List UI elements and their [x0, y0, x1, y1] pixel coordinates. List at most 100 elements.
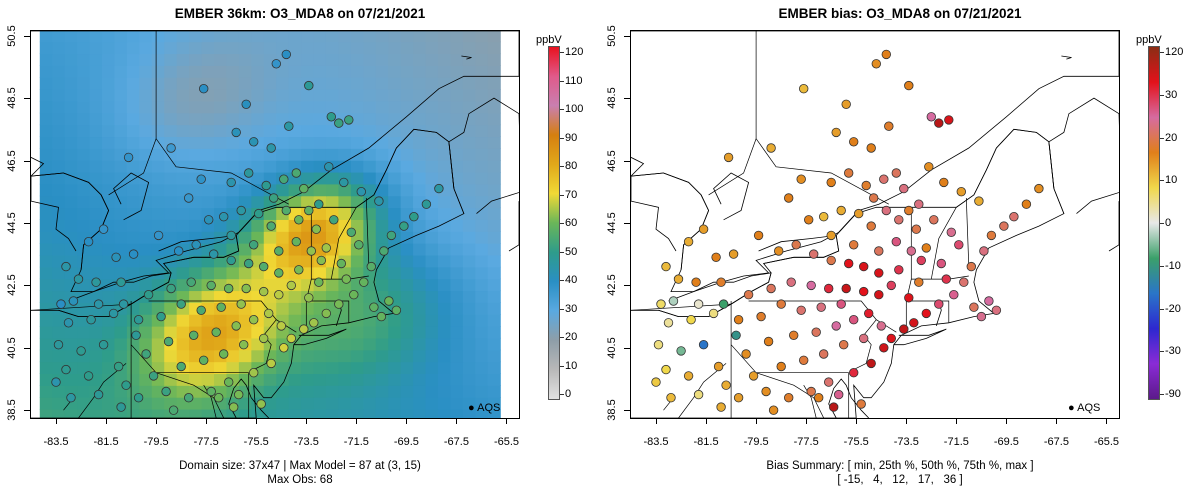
x-tick-label: -71.5 [343, 436, 369, 448]
aqs-station-marker [894, 265, 904, 275]
aqs-station-marker [916, 255, 927, 266]
x-tick-mark [206, 419, 208, 424]
aqs-station-marker [384, 296, 394, 306]
y-tick-mark [624, 285, 630, 287]
y-tick-label: 38.5 [606, 399, 618, 421]
state-boundary [853, 319, 877, 370]
model-map-legend: ● AQS [468, 402, 500, 414]
colorbar-tick-label: 40 [565, 274, 578, 286]
aqs-station-marker [284, 121, 294, 131]
aqs-station-marker [831, 321, 841, 331]
aqs-dot-icon: ● [1068, 402, 1075, 414]
state-boundary [356, 128, 465, 214]
aqs-station-marker [818, 349, 829, 359]
aqs-station-marker [686, 315, 696, 325]
aqs-station-marker [173, 246, 184, 256]
aqs-station-marker [369, 302, 379, 312]
aqs-station-marker [391, 305, 402, 316]
aqs-station-marker [841, 283, 851, 294]
aqs-station-marker [858, 261, 869, 272]
aqs-station-marker [866, 358, 876, 369]
state-boundary [965, 197, 970, 267]
state-boundary [678, 363, 727, 418]
state-boundary [108, 138, 157, 196]
aqs-station-marker [98, 224, 109, 234]
state-boundary [63, 400, 72, 411]
lake-outline [58, 272, 172, 317]
state-boundary [803, 385, 817, 418]
colorbar-tick-mark [1160, 52, 1164, 53]
colorbar-tick-mark [560, 251, 564, 253]
aqs-station-marker [733, 393, 744, 403]
aqs-station-marker [281, 205, 292, 216]
state-boundary [663, 400, 672, 411]
aqs-station-marker [176, 361, 186, 372]
state-boundary [906, 300, 950, 323]
aqs-station-marker [766, 283, 776, 294]
aqs-station-marker [1034, 183, 1044, 194]
lake-outline [631, 157, 645, 177]
aqs-station-marker [806, 386, 816, 397]
aqs-station-marker [946, 227, 957, 238]
colorbar-tick-mark [560, 280, 564, 281]
aqs-station-marker [959, 277, 969, 287]
aqs-station-marker [773, 246, 784, 256]
aqs-station-marker [836, 205, 846, 216]
colorbar-tick-mark [560, 337, 564, 338]
aqs-station-marker [243, 168, 254, 178]
colorbar-tick-mark [1160, 394, 1164, 395]
aqs-station-marker [336, 258, 347, 269]
bias-map-frame [630, 30, 1120, 419]
aqs-station-marker [753, 230, 764, 241]
colorbar-tick-mark [1160, 308, 1164, 310]
aqs-station-marker [294, 265, 304, 275]
y-tick-mark [624, 35, 630, 37]
aqs-station-marker [271, 59, 282, 69]
aqs-station-marker [91, 277, 101, 287]
aqs-station-marker [984, 296, 994, 306]
aqs-station-marker [253, 208, 264, 219]
x-tick-label: -81.5 [93, 436, 119, 448]
aqs-station-marker [991, 305, 1002, 316]
aqs-station-marker [118, 299, 129, 309]
aqs-station-marker [974, 196, 984, 206]
aqs-station-marker [248, 315, 259, 325]
model-map-frame [30, 30, 520, 419]
y-tick-label: 40.5 [6, 337, 18, 359]
y-tick-label: 42.5 [606, 274, 618, 297]
colorbar-tick-mark [560, 394, 564, 395]
colorbar-tick-label: 50 [565, 245, 578, 258]
bias-colorbar-title: ppbV [1136, 34, 1162, 46]
aqs-station-marker [843, 258, 854, 269]
colorbar-tick-label: 120 [1165, 46, 1184, 58]
coastline [461, 55, 472, 60]
lake-outline [658, 272, 772, 317]
aqs-station-marker [183, 393, 194, 403]
aqs-station-marker [183, 193, 194, 203]
aqs-station-marker [354, 240, 364, 250]
aqs-station-marker [874, 246, 884, 256]
aqs-station-marker [133, 393, 144, 403]
aqs-station-marker [944, 115, 954, 125]
x-tick-mark [1006, 419, 1008, 424]
aqs-station-marker [196, 174, 206, 184]
aqs-station-marker [218, 211, 229, 222]
lake-outline [158, 234, 240, 264]
aqs-station-marker [314, 277, 324, 287]
coastline [893, 328, 947, 346]
x-tick-label: -69.5 [393, 436, 419, 448]
aqs-station-marker [929, 215, 939, 225]
colorbar-tick-label: 30 [1165, 88, 1178, 101]
colorbar-tick-mark [560, 166, 564, 167]
aqs-station-marker [783, 193, 794, 203]
aqs-station-marker [98, 340, 109, 350]
aqs-station-marker [813, 393, 824, 403]
bias-summary-line1: Bias Summary: [ min, 25th %, 50th %, 75t… [766, 460, 1034, 472]
aqs-station-marker [93, 299, 104, 309]
aqs-station-marker [233, 389, 244, 400]
state-boundary [330, 207, 369, 280]
colorbar-tick-label: 110 [565, 74, 583, 87]
aqs-station-marker [309, 318, 319, 328]
y-tick-mark [624, 222, 630, 224]
x-tick-label: -81.5 [693, 436, 719, 448]
